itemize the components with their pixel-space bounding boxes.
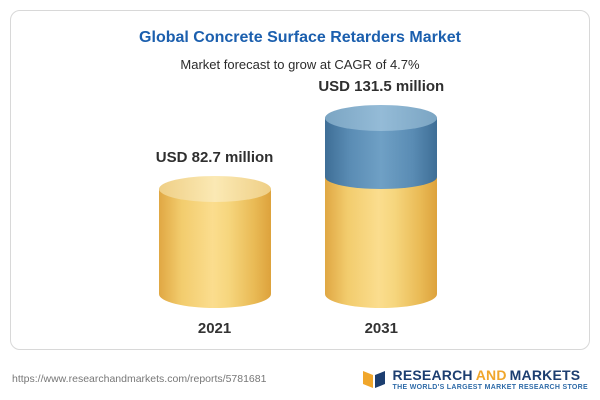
source-url: https://www.researchandmarkets.com/repor… (12, 373, 267, 386)
cylinder-2031 (325, 105, 438, 308)
logo-book-icon (362, 371, 385, 389)
segment-base (325, 177, 438, 308)
logo-word-and: AND (475, 366, 507, 383)
chart-plot-area: USD 82.7 million 2021 USD 131.5 million … (156, 78, 444, 337)
bar-column-2021: USD 82.7 million 2021 (156, 149, 274, 337)
logo-text: RESEARCH AND MARKETS THE WORLD'S LARGEST M… (393, 367, 588, 392)
bar-column-2031: USD 131.5 million 2031 (318, 78, 444, 337)
cylinder-2021-top-ellipse (158, 176, 271, 202)
category-label-2021: 2021 (197, 320, 232, 337)
logo-word-markets: MARKETS (509, 366, 581, 383)
chart-card: Global Concrete Surface Retarders Market… (10, 10, 590, 350)
research-and-markets-logo: RESEARCH AND MARKETS THE WORLD'S LARGEST M… (361, 367, 588, 392)
cylinder-2021 (158, 176, 271, 308)
chart-subtitle: Market forecast to grow at CAGR of 4.7% (180, 57, 420, 72)
cylinder-2031-top-ellipse (325, 105, 438, 131)
logo-tagline: THE WORLD'S LARGEST MARKET RESEARCH STOR… (392, 383, 588, 391)
logo-word-research: RESEARCH (392, 366, 473, 383)
category-label-2031: 2031 (364, 320, 398, 337)
logo-name: RESEARCH AND MARKETS (393, 367, 584, 383)
chart-title: Global Concrete Surface Retarders Market (139, 29, 461, 46)
cylinder-2021-body (158, 189, 271, 308)
value-label-2031: USD 131.5 million (318, 78, 445, 95)
value-label-2021: USD 82.7 million (155, 149, 274, 166)
footer: https://www.researchandmarkets.com/repor… (12, 367, 588, 392)
